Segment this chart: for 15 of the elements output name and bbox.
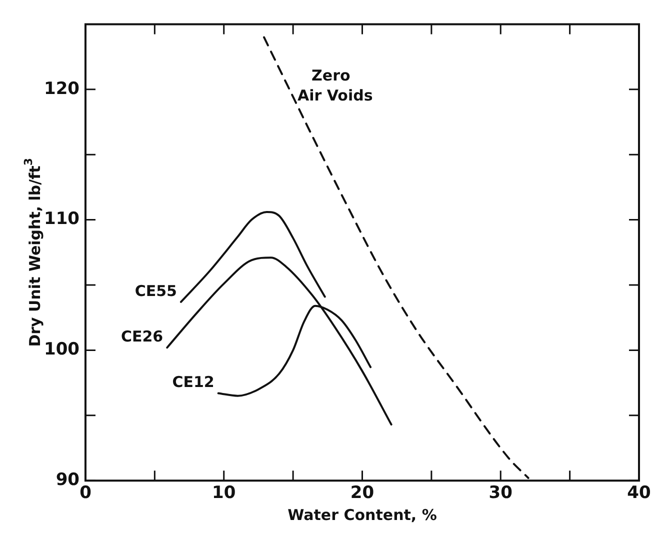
x-axis-title: Water Content, % — [288, 506, 437, 524]
x-tick-label: 0 — [80, 483, 92, 504]
series-label: CE12 — [172, 373, 214, 392]
x-tick-label: 40 — [627, 483, 651, 504]
x-tick-label: 30 — [488, 483, 513, 504]
series-label: Zero Air Voids — [298, 66, 373, 104]
y-tick-label: 110 — [44, 209, 80, 230]
y-tick-label: 90 — [56, 470, 80, 490]
series-label: CE26 — [120, 327, 164, 346]
x-tick-label: 10 — [212, 483, 236, 504]
series-label: CE55 — [134, 282, 177, 300]
y-axis-title: Dry Unit Weight, lb/ft3 — [22, 158, 44, 347]
y-tick-label: 100 — [44, 340, 80, 360]
x-tick-label: 20 — [350, 483, 374, 504]
y-tick-label: 120 — [44, 78, 80, 99]
